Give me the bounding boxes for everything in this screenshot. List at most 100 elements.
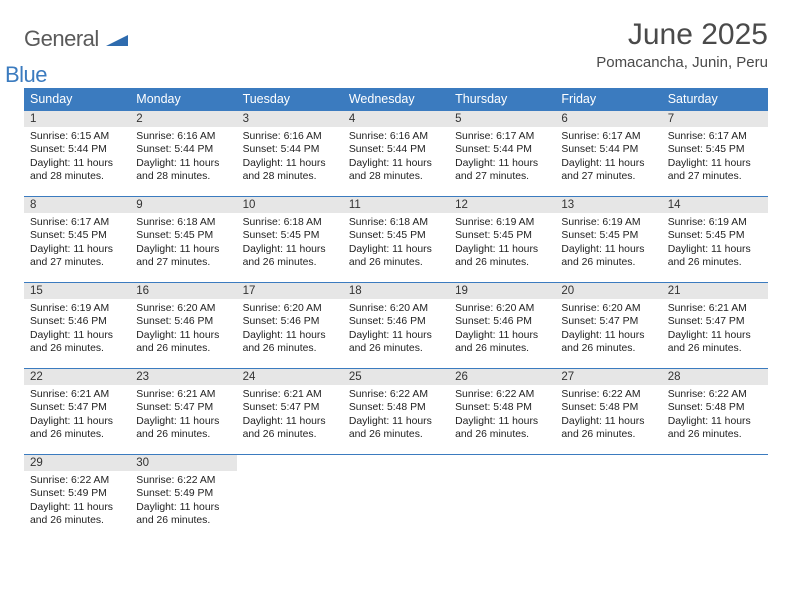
calendar-cell: 20Sunrise: 6:20 AMSunset: 5:47 PMDayligh… [555, 283, 661, 369]
weekday-header: Sunday [24, 88, 130, 111]
calendar-cell: 26Sunrise: 6:22 AMSunset: 5:48 PMDayligh… [449, 369, 555, 455]
header: General Blue June 2025 Pomacancha, Junin… [24, 18, 768, 78]
day-body: Sunrise: 6:19 AMSunset: 5:45 PMDaylight:… [662, 213, 768, 275]
calendar-cell: 5Sunrise: 6:17 AMSunset: 5:44 PMDaylight… [449, 111, 555, 197]
day-body: Sunrise: 6:22 AMSunset: 5:48 PMDaylight:… [662, 385, 768, 447]
logo: General Blue [24, 26, 128, 78]
day-body: Sunrise: 6:20 AMSunset: 5:46 PMDaylight:… [343, 299, 449, 361]
day-number: 25 [343, 369, 449, 385]
calendar-cell: .. [343, 455, 449, 541]
page: General Blue June 2025 Pomacancha, Junin… [0, 0, 792, 559]
day-number: 19 [449, 283, 555, 299]
day-body: Sunrise: 6:18 AMSunset: 5:45 PMDaylight:… [130, 213, 236, 275]
weekday-header: Saturday [662, 88, 768, 111]
day-number: 22 [24, 369, 130, 385]
calendar-cell: 14Sunrise: 6:19 AMSunset: 5:45 PMDayligh… [662, 197, 768, 283]
day-body: Sunrise: 6:21 AMSunset: 5:47 PMDaylight:… [662, 299, 768, 361]
day-body: Sunrise: 6:22 AMSunset: 5:49 PMDaylight:… [24, 471, 130, 533]
day-body: Sunrise: 6:20 AMSunset: 5:46 PMDaylight:… [130, 299, 236, 361]
day-number: 16 [130, 283, 236, 299]
day-number: 27 [555, 369, 661, 385]
calendar-cell: 17Sunrise: 6:20 AMSunset: 5:46 PMDayligh… [237, 283, 343, 369]
day-body: Sunrise: 6:20 AMSunset: 5:47 PMDaylight:… [555, 299, 661, 361]
day-body: Sunrise: 6:16 AMSunset: 5:44 PMDaylight:… [343, 127, 449, 189]
weekday-row: SundayMondayTuesdayWednesdayThursdayFrid… [24, 88, 768, 111]
calendar-week-row: 15Sunrise: 6:19 AMSunset: 5:46 PMDayligh… [24, 283, 768, 369]
day-number: 26 [449, 369, 555, 385]
day-body: Sunrise: 6:17 AMSunset: 5:45 PMDaylight:… [24, 213, 130, 275]
day-number: 8 [24, 197, 130, 213]
weekday-header: Monday [130, 88, 236, 111]
logo-text: General Blue [24, 26, 128, 78]
day-body: Sunrise: 6:21 AMSunset: 5:47 PMDaylight:… [130, 385, 236, 447]
day-number: 11 [343, 197, 449, 213]
calendar-cell: 3Sunrise: 6:16 AMSunset: 5:44 PMDaylight… [237, 111, 343, 197]
logo-triangle-icon [106, 33, 128, 50]
day-body: Sunrise: 6:21 AMSunset: 5:47 PMDaylight:… [237, 385, 343, 447]
calendar-table: SundayMondayTuesdayWednesdayThursdayFrid… [24, 88, 768, 541]
weekday-header: Wednesday [343, 88, 449, 111]
day-number: 2 [130, 111, 236, 127]
month-title: June 2025 [596, 18, 768, 52]
day-body: Sunrise: 6:18 AMSunset: 5:45 PMDaylight:… [237, 213, 343, 275]
day-body: Sunrise: 6:16 AMSunset: 5:44 PMDaylight:… [130, 127, 236, 189]
calendar-cell: 8Sunrise: 6:17 AMSunset: 5:45 PMDaylight… [24, 197, 130, 283]
calendar-cell: 18Sunrise: 6:20 AMSunset: 5:46 PMDayligh… [343, 283, 449, 369]
calendar-cell: 23Sunrise: 6:21 AMSunset: 5:47 PMDayligh… [130, 369, 236, 455]
day-number: 12 [449, 197, 555, 213]
calendar-cell: 16Sunrise: 6:20 AMSunset: 5:46 PMDayligh… [130, 283, 236, 369]
calendar-body: 1Sunrise: 6:15 AMSunset: 5:44 PMDaylight… [24, 111, 768, 541]
calendar-head: SundayMondayTuesdayWednesdayThursdayFrid… [24, 88, 768, 111]
calendar-cell: 28Sunrise: 6:22 AMSunset: 5:48 PMDayligh… [662, 369, 768, 455]
day-number: 21 [662, 283, 768, 299]
day-number: 6 [555, 111, 661, 127]
day-number: 3 [237, 111, 343, 127]
weekday-header: Friday [555, 88, 661, 111]
day-number: 24 [237, 369, 343, 385]
calendar-cell: 6Sunrise: 6:17 AMSunset: 5:44 PMDaylight… [555, 111, 661, 197]
day-body: Sunrise: 6:18 AMSunset: 5:45 PMDaylight:… [343, 213, 449, 275]
calendar-cell: 21Sunrise: 6:21 AMSunset: 5:47 PMDayligh… [662, 283, 768, 369]
day-number: 15 [24, 283, 130, 299]
calendar-week-row: 8Sunrise: 6:17 AMSunset: 5:45 PMDaylight… [24, 197, 768, 283]
calendar-cell: 30Sunrise: 6:22 AMSunset: 5:49 PMDayligh… [130, 455, 236, 541]
day-body: Sunrise: 6:17 AMSunset: 5:45 PMDaylight:… [662, 127, 768, 189]
calendar-cell: 4Sunrise: 6:16 AMSunset: 5:44 PMDaylight… [343, 111, 449, 197]
day-body: Sunrise: 6:17 AMSunset: 5:44 PMDaylight:… [555, 127, 661, 189]
day-number: 23 [130, 369, 236, 385]
calendar-cell: 9Sunrise: 6:18 AMSunset: 5:45 PMDaylight… [130, 197, 236, 283]
calendar-week-row: 1Sunrise: 6:15 AMSunset: 5:44 PMDaylight… [24, 111, 768, 197]
day-body: Sunrise: 6:21 AMSunset: 5:47 PMDaylight:… [24, 385, 130, 447]
calendar-cell: 22Sunrise: 6:21 AMSunset: 5:47 PMDayligh… [24, 369, 130, 455]
calendar-cell: 1Sunrise: 6:15 AMSunset: 5:44 PMDaylight… [24, 111, 130, 197]
calendar-cell: 7Sunrise: 6:17 AMSunset: 5:45 PMDaylight… [662, 111, 768, 197]
calendar-cell: 11Sunrise: 6:18 AMSunset: 5:45 PMDayligh… [343, 197, 449, 283]
day-body: Sunrise: 6:22 AMSunset: 5:48 PMDaylight:… [555, 385, 661, 447]
day-number: 28 [662, 369, 768, 385]
day-body: Sunrise: 6:19 AMSunset: 5:46 PMDaylight:… [24, 299, 130, 361]
calendar-week-row: 29Sunrise: 6:22 AMSunset: 5:49 PMDayligh… [24, 455, 768, 541]
day-number: 5 [449, 111, 555, 127]
day-number: 14 [662, 197, 768, 213]
calendar-cell: .. [555, 455, 661, 541]
location-text: Pomacancha, Junin, Peru [596, 54, 768, 71]
day-body: Sunrise: 6:20 AMSunset: 5:46 PMDaylight:… [237, 299, 343, 361]
day-number: 17 [237, 283, 343, 299]
day-body: Sunrise: 6:22 AMSunset: 5:49 PMDaylight:… [130, 471, 236, 533]
day-number: 20 [555, 283, 661, 299]
day-number: 13 [555, 197, 661, 213]
calendar-cell: 2Sunrise: 6:16 AMSunset: 5:44 PMDaylight… [130, 111, 236, 197]
day-body: Sunrise: 6:20 AMSunset: 5:46 PMDaylight:… [449, 299, 555, 361]
calendar-cell: 15Sunrise: 6:19 AMSunset: 5:46 PMDayligh… [24, 283, 130, 369]
day-number: 7 [662, 111, 768, 127]
calendar-cell: 12Sunrise: 6:19 AMSunset: 5:45 PMDayligh… [449, 197, 555, 283]
weekday-header: Tuesday [237, 88, 343, 111]
calendar-cell: 24Sunrise: 6:21 AMSunset: 5:47 PMDayligh… [237, 369, 343, 455]
calendar-cell: .. [237, 455, 343, 541]
calendar-cell: 13Sunrise: 6:19 AMSunset: 5:45 PMDayligh… [555, 197, 661, 283]
day-body: Sunrise: 6:19 AMSunset: 5:45 PMDaylight:… [449, 213, 555, 275]
day-number: 10 [237, 197, 343, 213]
weekday-header: Thursday [449, 88, 555, 111]
calendar-cell: .. [449, 455, 555, 541]
title-block: June 2025 Pomacancha, Junin, Peru [596, 18, 768, 71]
